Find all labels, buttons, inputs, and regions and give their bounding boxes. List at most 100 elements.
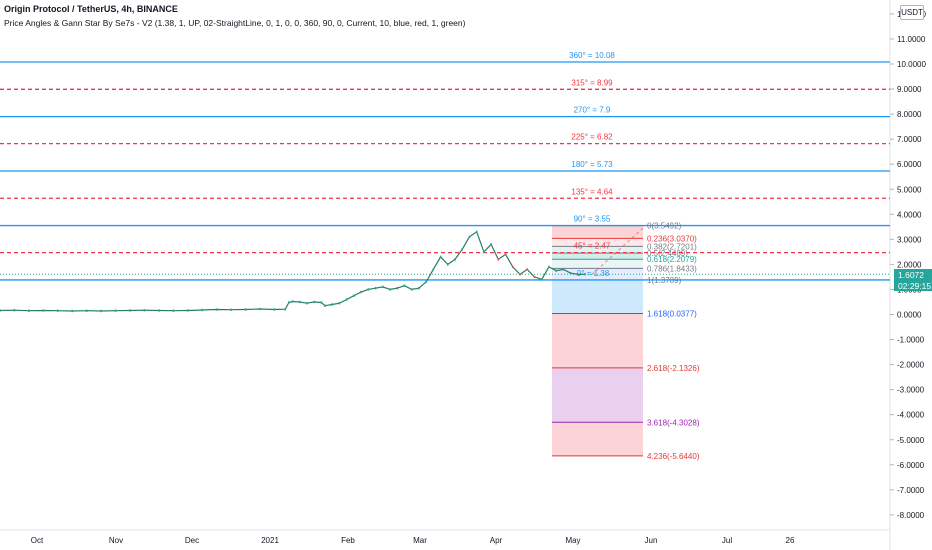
gann-level-label: 315° = 8.99	[571, 78, 613, 87]
x-tick-label: May	[565, 536, 580, 545]
y-tick-label: 7.0000	[897, 135, 922, 144]
fib-zone	[552, 225, 643, 239]
x-tick-label: Feb	[341, 536, 355, 545]
price-candle	[291, 300, 294, 303]
price-candle	[504, 253, 507, 256]
price-candle	[497, 258, 500, 261]
y-tick-label: -1.0000	[897, 336, 925, 345]
y-tick-label: 8.0000	[897, 110, 922, 119]
fib-zone	[552, 279, 643, 314]
price-candle	[230, 308, 232, 311]
price-candle	[201, 308, 204, 312]
price-candle	[331, 303, 334, 306]
price-candle	[42, 309, 45, 312]
fib-level-label: 0.786(1.8433)	[647, 264, 697, 273]
x-tick-label: Dec	[185, 536, 199, 545]
gann-level-label: 225° = 6.82	[571, 133, 613, 142]
gann-level-label: 360° = 10.08	[569, 51, 615, 60]
fib-zone	[552, 253, 643, 260]
price-candle	[584, 272, 586, 276]
fib-zone	[552, 238, 643, 247]
price-candle	[454, 258, 456, 261]
price-candle	[324, 304, 326, 307]
price-candle	[56, 309, 59, 312]
price-candle	[374, 286, 377, 290]
fib-level-label: 0.236(3.0370)	[647, 234, 697, 243]
price-candle	[555, 269, 557, 272]
y-tick-label: -6.0000	[897, 461, 925, 470]
y-tick-label: -7.0000	[897, 486, 925, 495]
chart-title: Origin Protocol / TetherUS, 4h, BINANCE	[4, 4, 178, 14]
price-candle	[259, 307, 261, 311]
indicator-legend[interactable]: Price Angles & Gann Star By Se7s - V2 (1…	[4, 18, 466, 28]
x-tick-label: Nov	[109, 536, 123, 545]
price-candle	[215, 308, 218, 311]
price-candle	[360, 290, 362, 294]
y-tick-label: 6.0000	[897, 160, 922, 169]
price-candle	[533, 275, 536, 279]
gann-level-label: 0° = 1.38	[577, 269, 610, 278]
price-candle	[519, 273, 521, 276]
price-candle	[158, 309, 160, 312]
price-candle	[143, 309, 146, 312]
price-candle	[432, 268, 435, 271]
y-tick-label: 4.0000	[897, 210, 922, 219]
price-candle	[576, 273, 579, 276]
bar-countdown: 02:29:15	[898, 280, 932, 291]
gann-level-label: 180° = 5.73	[571, 160, 613, 169]
price-candle	[244, 308, 247, 311]
price-candle	[367, 288, 370, 291]
x-tick-label: Jun	[645, 536, 658, 545]
gann-level-label: 270° = 7.9	[574, 106, 611, 115]
price-candle	[526, 268, 529, 271]
fib-level-label: 4.236(-5.6440)	[647, 452, 700, 461]
y-tick-label: -3.0000	[897, 386, 925, 395]
price-candle	[490, 243, 492, 246]
fib-zone	[552, 422, 643, 456]
price-candle	[439, 255, 442, 259]
y-tick-label: 9.0000	[897, 85, 922, 94]
x-tick-label: Jul	[722, 536, 732, 545]
price-candle	[345, 298, 348, 301]
fib-zone	[552, 367, 643, 423]
price-candle	[186, 309, 189, 312]
price-candle	[403, 284, 406, 287]
x-tick-label: Apr	[490, 536, 503, 545]
price-candle	[461, 248, 464, 251]
price-candle	[446, 263, 449, 266]
price-candle	[129, 309, 131, 312]
price-series-line	[0, 230, 586, 312]
price-candle	[284, 308, 287, 311]
current-price-value: 1.6072	[898, 270, 924, 280]
price-candle	[475, 230, 478, 234]
y-tick-label: 5.0000	[897, 185, 922, 194]
currency-button[interactable]: USDT	[900, 5, 924, 20]
price-candle	[273, 308, 276, 311]
price-candle	[418, 286, 420, 290]
gann-level-label: 135° = 4.64	[571, 187, 613, 196]
y-tick-label: 11.0000	[897, 35, 926, 44]
price-candle	[13, 309, 16, 312]
fib-level-label: 1.618(0.0377)	[647, 310, 697, 319]
y-tick-label: 3.0000	[897, 235, 922, 244]
price-candle	[396, 286, 399, 290]
fib-zone	[552, 246, 643, 254]
price-candle	[313, 300, 315, 304]
price-candle	[71, 309, 74, 313]
y-tick-label: 0.0000	[897, 311, 922, 320]
price-candle	[569, 271, 572, 275]
price-candle	[425, 280, 427, 284]
gann-level-label: 90° = 3.55	[574, 215, 611, 224]
x-tick-label: 26	[786, 536, 795, 545]
price-candle	[381, 285, 384, 289]
y-tick-label: 10.0000	[897, 60, 926, 69]
fib-level-label: 0.618(2.2079)	[647, 255, 697, 264]
price-candle	[548, 265, 550, 269]
y-tick-label: -2.0000	[897, 361, 925, 370]
price-candle	[320, 301, 323, 304]
price-candle	[85, 309, 88, 312]
price-candle	[288, 301, 290, 304]
price-candle	[410, 288, 413, 291]
